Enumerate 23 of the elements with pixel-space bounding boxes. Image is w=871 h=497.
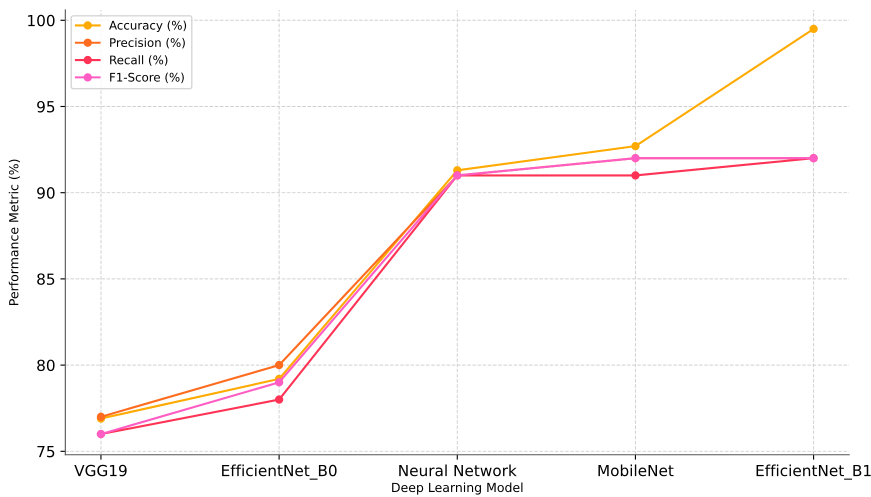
y-axis-title: Performance Metric (%) <box>8 160 20 305</box>
point <box>274 378 284 387</box>
legend-label: Precision (%) <box>110 38 185 48</box>
x-tick-label: EfficientNet_B0 <box>222 464 337 480</box>
y-tick-label: 85 <box>37 273 54 285</box>
legend-label: Recall (%) <box>110 55 168 66</box>
y-tick-label: 80 <box>37 360 55 372</box>
x-tick-label: VGG19 <box>74 464 127 476</box>
x-tick-label: MobileNet <box>598 464 674 476</box>
point <box>809 24 818 34</box>
legend-label: Accuracy (%) <box>109 20 186 32</box>
y-tick-label: 95 <box>37 100 54 113</box>
point <box>274 395 284 404</box>
point <box>631 171 640 180</box>
x-tick-label: EfficientNet_B1 <box>756 464 871 480</box>
legend-label: F1-Score (%) <box>110 72 184 84</box>
x-axis-title: Deep Learning Model <box>392 482 522 495</box>
point <box>274 360 284 370</box>
y-tick-label: 100 <box>28 14 55 26</box>
point <box>631 142 640 150</box>
y-tick-label: 75 <box>37 446 54 458</box>
y-tick-label: 90 <box>37 187 55 199</box>
x-tick-label: Neural Network <box>399 464 517 476</box>
